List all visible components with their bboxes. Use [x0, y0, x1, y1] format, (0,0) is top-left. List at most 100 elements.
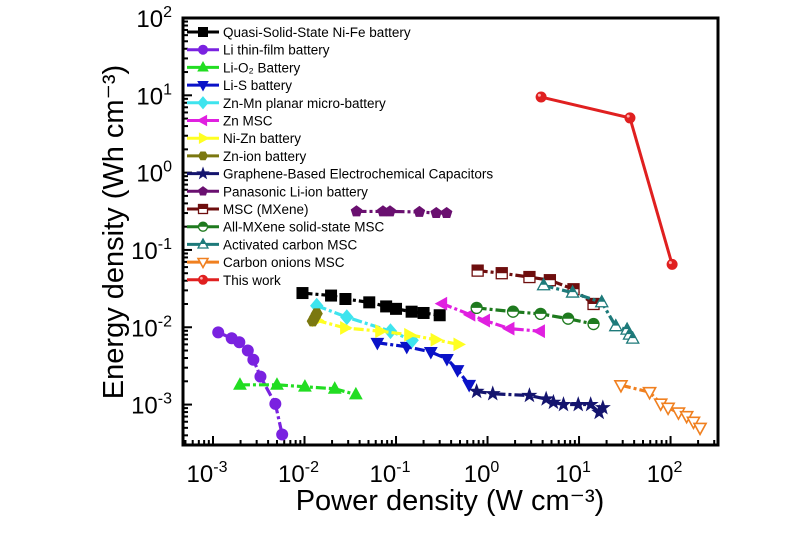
series-zn-ion-battery	[306, 308, 323, 327]
data-point	[626, 114, 630, 118]
data-point	[453, 337, 467, 352]
data-point	[570, 396, 587, 412]
data-point	[471, 302, 483, 308]
series-line	[441, 302, 541, 333]
data-point	[623, 322, 631, 330]
legend-item: Panasonic Li-ion battery	[187, 184, 368, 199]
data-point	[535, 91, 547, 103]
legend-label: Li thin-film battery	[223, 43, 330, 58]
data-point	[613, 380, 629, 394]
legend-marker	[196, 114, 208, 127]
legend-label: Zn MSC	[223, 114, 273, 129]
data-point	[523, 271, 535, 278]
series-all-mxene-solid-state-msc	[470, 301, 600, 331]
data-point	[538, 390, 555, 406]
data-point	[484, 385, 501, 401]
series-graphene-based-electrochemical-capacitors	[468, 383, 611, 420]
legend-item: This work	[187, 273, 281, 288]
data-point	[582, 396, 599, 412]
data-point	[507, 306, 519, 312]
legend-label: Panasonic Li-ion battery	[223, 184, 368, 199]
data-point	[276, 428, 289, 441]
x-tick-label: 102	[647, 459, 683, 488]
y-axis-title: Energy density (Wh cm⁻³)	[98, 65, 130, 399]
x-axis-title: Power density (W cm⁻³)	[296, 485, 605, 517]
data-point	[532, 324, 545, 339]
legend-item: All-MXene solid-state MSC	[187, 220, 385, 235]
series-line	[316, 304, 413, 342]
data-point	[339, 293, 352, 306]
y-tick-label: 100	[136, 159, 172, 188]
data-point	[472, 265, 484, 271]
legend-label: MSC (MXene)	[223, 202, 309, 217]
legend-label: Li-S battery	[223, 78, 292, 93]
data-point	[594, 399, 611, 415]
legend-marker	[198, 27, 208, 37]
legend-marker	[197, 60, 209, 72]
y-tick-label: 101	[136, 81, 172, 110]
data-point	[423, 347, 438, 360]
legend-item: Ni-Zn battery	[187, 131, 301, 146]
series-this-work	[535, 91, 678, 270]
data-point	[383, 323, 398, 340]
series-carbon-onions-msc	[613, 380, 708, 437]
series-line	[540, 95, 674, 265]
tick-labels: 10-3 10-2 10-1 100 101 102 10-3 10-2 10-1 100 101 1…	[131, 4, 682, 488]
data-point	[375, 324, 388, 339]
data-point	[544, 274, 556, 281]
data-point	[692, 422, 708, 437]
data-point	[247, 353, 260, 366]
legend-marker	[197, 151, 209, 161]
legend-marker	[198, 186, 208, 196]
data-point	[269, 397, 282, 410]
legend-marker	[200, 276, 203, 280]
x-tick-label: 10-2	[278, 459, 319, 488]
data-point	[380, 300, 393, 313]
legend-marker	[196, 257, 210, 270]
legend-marker	[198, 222, 208, 227]
data-point	[363, 296, 376, 309]
data-point	[390, 302, 403, 315]
data-point	[340, 309, 354, 326]
legend-marker	[198, 204, 208, 209]
series-li-o-battery	[233, 377, 363, 400]
legend-label: All-MXene solid-state MSC	[223, 220, 385, 235]
data-point	[535, 308, 547, 314]
data-point	[325, 289, 338, 302]
data-point	[462, 379, 477, 393]
data-point	[417, 306, 430, 319]
data-point	[539, 277, 548, 285]
x-tick-label: 101	[555, 459, 591, 488]
data-point	[624, 112, 636, 124]
data-point	[537, 93, 541, 97]
data-point	[340, 321, 353, 335]
data-point	[413, 205, 426, 217]
data-point	[348, 386, 363, 400]
legend-marker	[199, 237, 207, 244]
data-point	[588, 318, 600, 325]
data-point	[430, 332, 444, 347]
data-point	[440, 353, 454, 367]
y-tick-label: 10-2	[131, 313, 172, 342]
legend-marker	[196, 166, 210, 180]
legend-label: Zn-Mn planar micro-battery	[223, 96, 386, 111]
series-panasonic-li-ion-battery	[350, 205, 453, 219]
data-point	[568, 285, 577, 293]
data-point	[405, 305, 418, 318]
data-point	[668, 261, 672, 265]
legend-item: Carbon onions MSC	[187, 255, 345, 270]
data-point	[660, 402, 676, 417]
data-point	[404, 327, 417, 342]
data-point	[521, 387, 538, 403]
data-point	[296, 287, 309, 300]
x-tick-label: 100	[464, 459, 500, 488]
plot-series	[212, 91, 708, 441]
data-point	[496, 267, 508, 274]
legend-label: Carbon onions MSC	[223, 255, 345, 270]
legend-marker	[197, 96, 209, 110]
legend-marker	[197, 81, 209, 92]
data-point	[433, 309, 446, 322]
x-tick-label: 10-3	[187, 459, 228, 488]
data-point	[270, 377, 284, 390]
